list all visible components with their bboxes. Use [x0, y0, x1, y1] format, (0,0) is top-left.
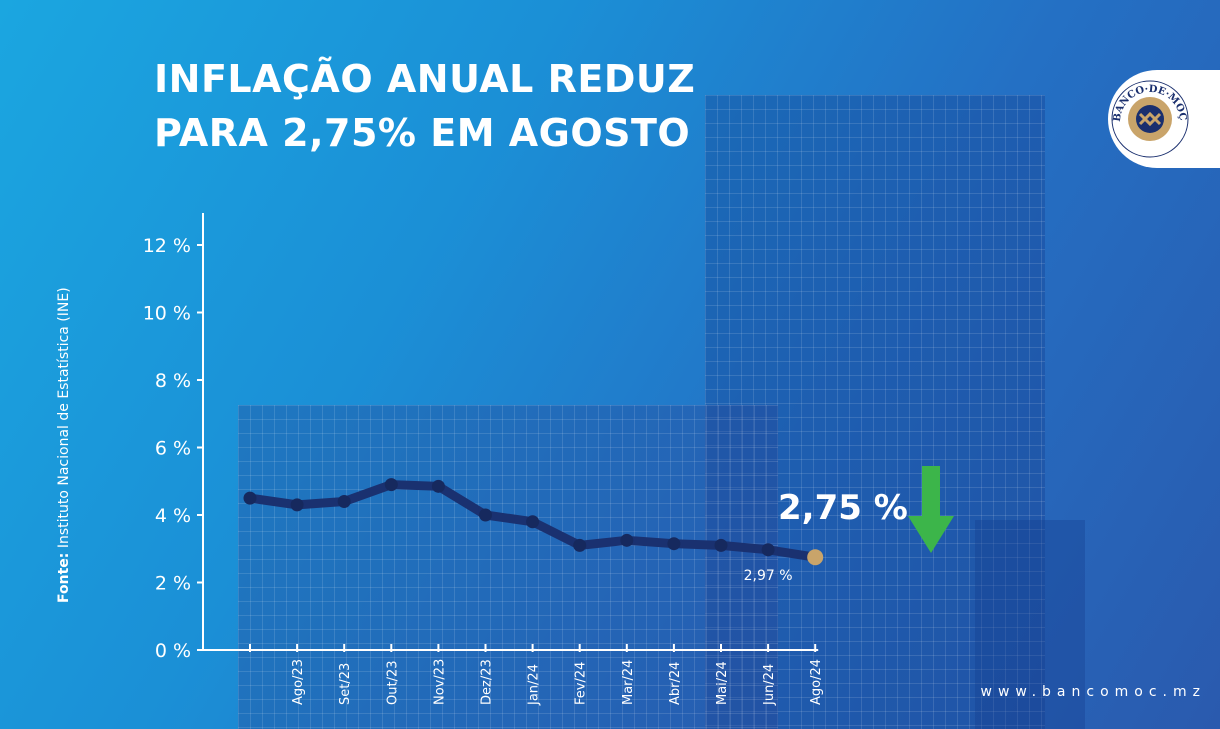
data-point [479, 508, 492, 522]
x-tick-label: Mai/24 [715, 661, 730, 705]
arrow-down-icon [908, 466, 954, 553]
x-tick-label: Dez/23 [480, 659, 495, 705]
banco-de-mocambique-logo: BANCO·DE·MOÇAMBIQUE [1102, 62, 1220, 168]
data-point [667, 537, 681, 551]
x-tick-label: Mar/24 [621, 660, 636, 705]
y-tick-label: 10 % [143, 303, 191, 325]
data-point [714, 538, 728, 552]
x-tick-label: Abr/24 [668, 662, 683, 705]
data-point [337, 495, 351, 508]
y-tick-label: 12 % [143, 235, 191, 257]
data-point [384, 478, 398, 492]
data-point [761, 543, 775, 557]
bg-tower [705, 95, 1045, 729]
y-tick-label: 4 % [155, 505, 191, 527]
x-tick-label: Ago/23 [291, 659, 306, 705]
data-point [620, 533, 634, 547]
x-tick-label: Jun/24 [762, 664, 777, 706]
y-tick-label: 8 % [155, 370, 191, 392]
bg-building-right [975, 520, 1085, 729]
y-tick-label: 0 % [155, 640, 191, 662]
y-tick-label: 2 % [155, 573, 191, 595]
data-point [573, 538, 587, 552]
x-tick-label: Ago/24 [809, 659, 824, 705]
data-label: 2,97 % [744, 568, 793, 584]
x-tick-label: Out/23 [385, 661, 400, 706]
title-line-1: INFLAÇÃO ANUAL REDUZ [154, 57, 696, 101]
bg-building [238, 405, 778, 729]
data-point [243, 491, 257, 505]
last-data-point [807, 549, 824, 566]
highlight-value: 2,75 % [778, 488, 908, 528]
data-point [526, 515, 540, 529]
page-title: INFLAÇÃO ANUAL REDUZ PARA 2,75% EM AGOST… [154, 52, 695, 160]
x-tick-label: Fev/24 [574, 662, 589, 705]
website-url: www.bancomoc.mz [980, 684, 1206, 700]
x-tick-label: Nov/23 [432, 659, 447, 705]
title-line-2: PARA 2,75% EM AGOSTO [154, 111, 691, 155]
data-point [431, 479, 445, 493]
x-tick-label: Jan/24 [527, 664, 542, 706]
data-point [290, 498, 304, 512]
x-tick-label: Set/23 [338, 663, 353, 705]
y-tick-label: 6 % [155, 438, 191, 460]
